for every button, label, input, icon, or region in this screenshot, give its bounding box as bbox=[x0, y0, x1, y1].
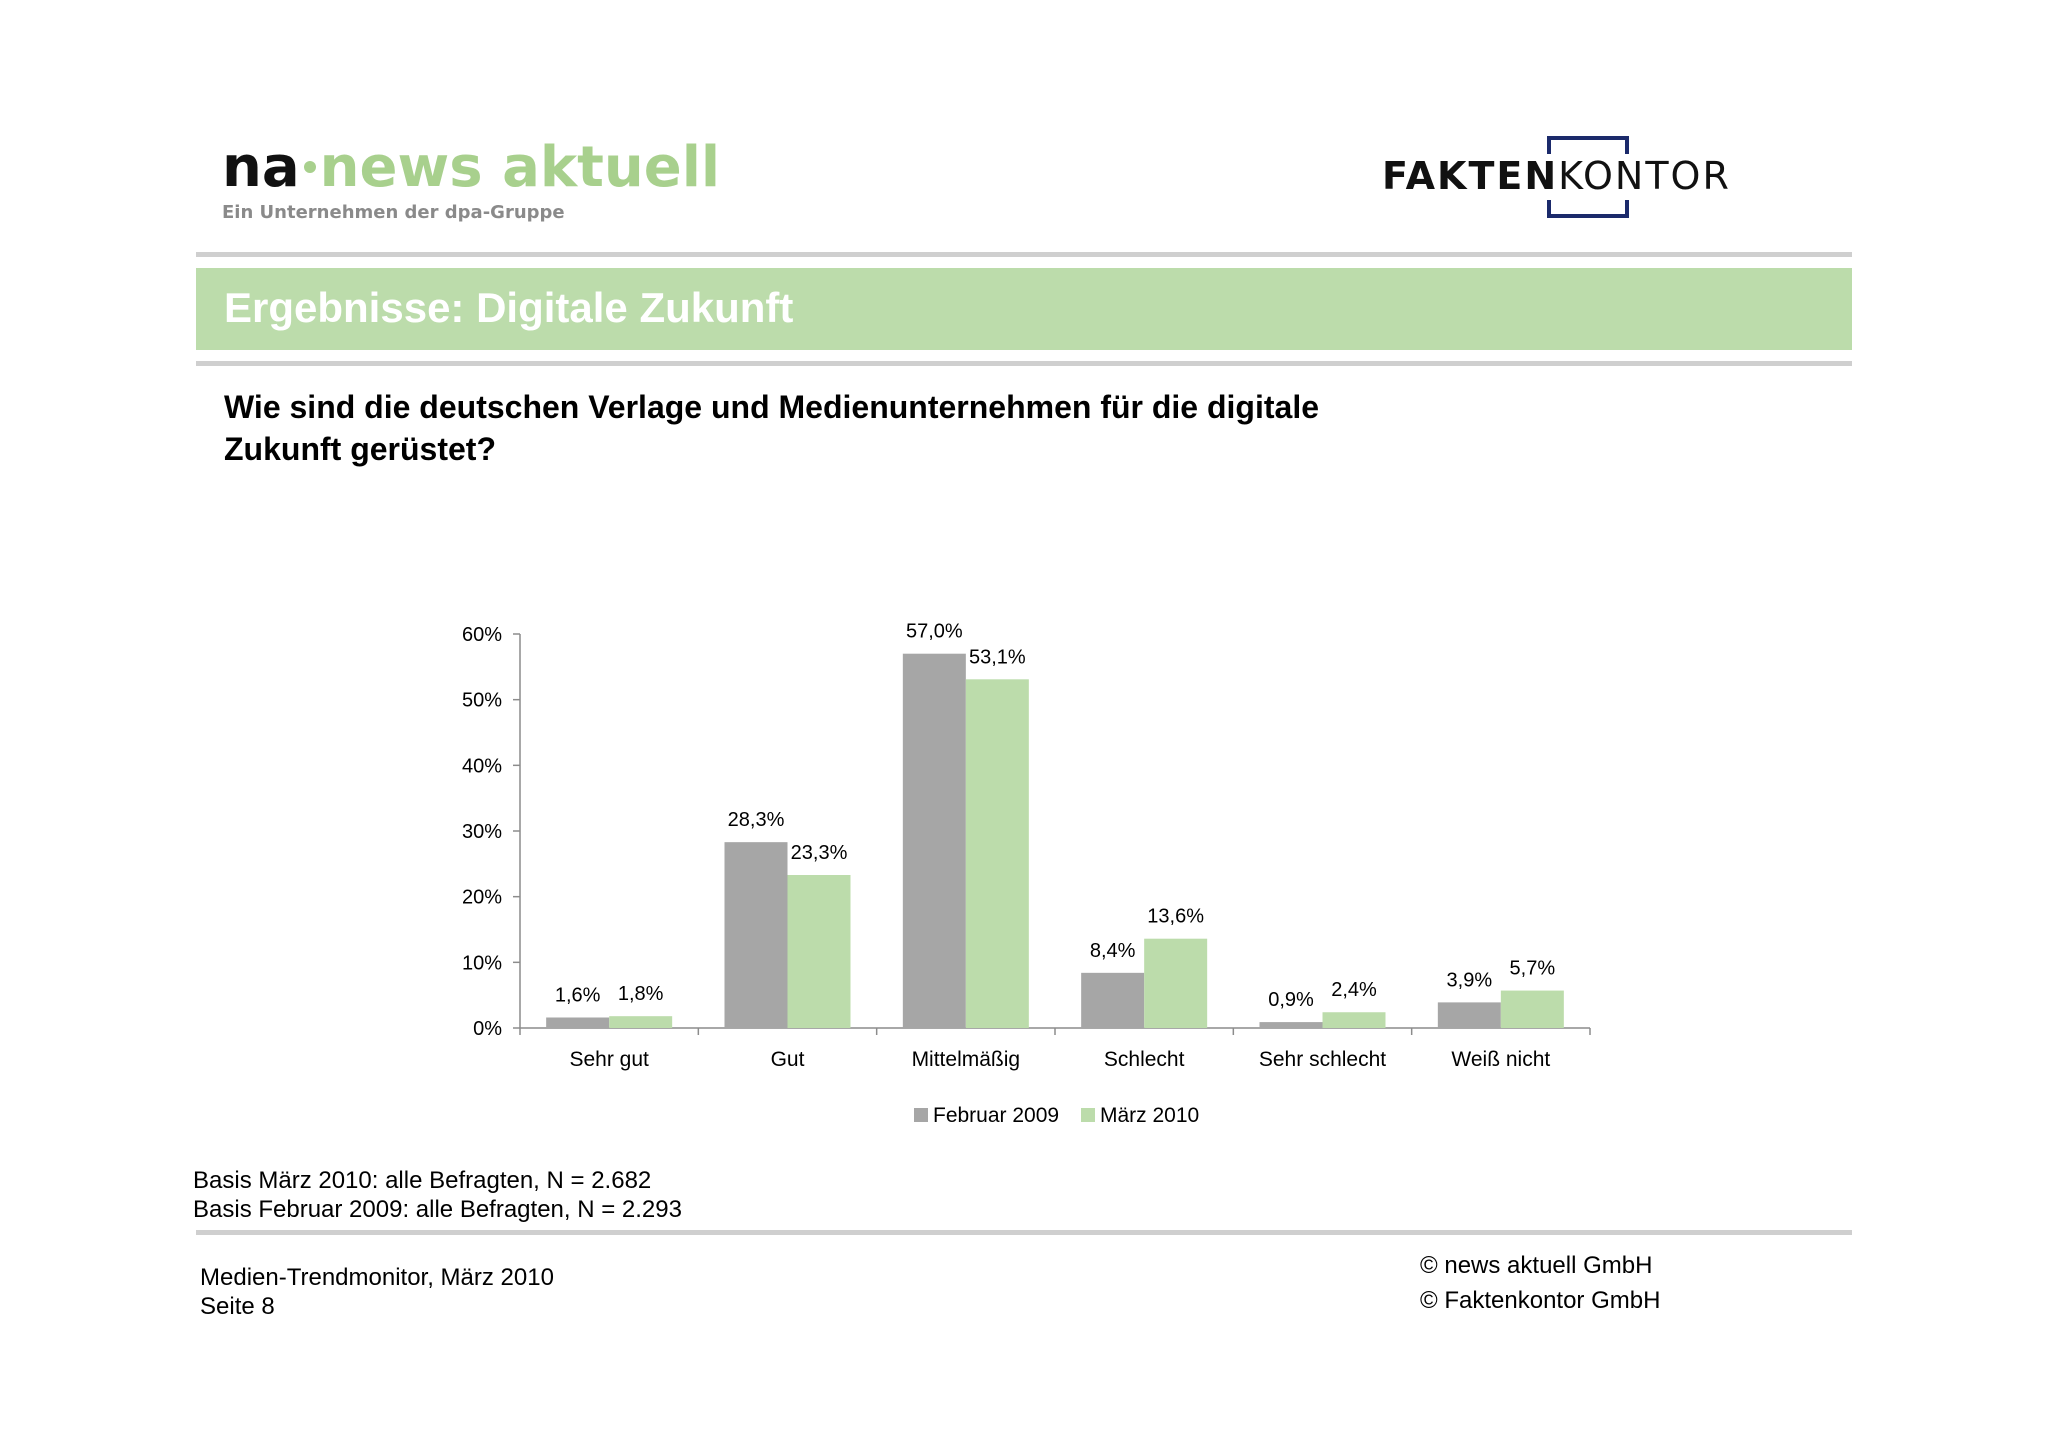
data-label: 1,6% bbox=[555, 984, 601, 1006]
news-aktuell-logo: na news aktuell Ein Unternehmen der dpa-G… bbox=[222, 138, 720, 224]
y-tick-label: 50% bbox=[462, 690, 502, 712]
basis-note-2010: Basis März 2010: alle Befragten, N = 2.6… bbox=[193, 1167, 652, 1194]
bar-chart: 0% 10% 20% 30% 40% 50% 60% 1,6% 1,8% Sehr gut 28,3… bbox=[462, 621, 1591, 1127]
category-label: Weiß nicht bbox=[1451, 1048, 1550, 1071]
bar bbox=[787, 874, 851, 1028]
news-aktuell-tagline: Ein Unternehmen der dpa-Gruppe bbox=[222, 202, 565, 223]
bar bbox=[546, 1017, 610, 1028]
data-label: 1,8% bbox=[618, 983, 664, 1005]
category-label: Sehr gut bbox=[569, 1048, 649, 1071]
survey-question: Wie sind die deutschen Verlage und Medie… bbox=[224, 386, 1524, 470]
logo-dot-icon bbox=[303, 160, 316, 173]
faktenkontor-wordmark-bold: FAKTEN bbox=[1382, 154, 1559, 198]
top-divider bbox=[196, 252, 1852, 257]
category-label: Mittelmäßig bbox=[912, 1048, 1021, 1071]
bar bbox=[1322, 1012, 1386, 1028]
category-label: Schlecht bbox=[1104, 1048, 1185, 1071]
na-mark: na bbox=[222, 135, 300, 200]
data-label: 53,1% bbox=[969, 646, 1026, 668]
footer-divider bbox=[196, 1230, 1852, 1235]
data-label: 5,7% bbox=[1510, 958, 1556, 980]
bar bbox=[1081, 972, 1145, 1028]
y-tick-label: 0% bbox=[473, 1018, 502, 1040]
category-label: Gut bbox=[771, 1048, 805, 1071]
bar bbox=[902, 653, 966, 1028]
news-aktuell-wordmark: na news aktuell bbox=[222, 138, 720, 198]
bar bbox=[724, 842, 788, 1028]
y-tick-label: 30% bbox=[462, 821, 502, 843]
footer-source: Medien-Trendmonitor, März 2010 bbox=[200, 1264, 554, 1291]
title-divider bbox=[196, 361, 1852, 366]
legend-swatch bbox=[914, 1108, 928, 1122]
question-line-1: Wie sind die deutschen Verlage und Medie… bbox=[224, 389, 1319, 425]
footer-copyright-faktenkontor: © Faktenkontor GmbH bbox=[1420, 1287, 1661, 1314]
data-label: 23,3% bbox=[791, 842, 848, 864]
footer-copyright-news-aktuell: © news aktuell GmbH bbox=[1420, 1252, 1653, 1279]
slide-title: Ergebnisse: Digitale Zukunft bbox=[224, 284, 794, 331]
faktenkontor-wordmark: FAKTENKONTOR bbox=[1382, 154, 1731, 198]
title-banner: Ergebnisse: Digitale Zukunft bbox=[196, 268, 1852, 350]
data-label: 57,0% bbox=[906, 621, 963, 643]
y-tick-label: 60% bbox=[462, 624, 502, 646]
news-aktuell-name: news aktuell bbox=[319, 135, 721, 200]
legend-label: März 2010 bbox=[1100, 1104, 1199, 1127]
legend-label: Februar 2009 bbox=[933, 1104, 1059, 1127]
data-label: 2,4% bbox=[1331, 979, 1377, 1001]
faktenkontor-logo: FAKTENKONTOR bbox=[1382, 132, 1792, 222]
basis-note-2009: Basis Februar 2009: alle Befragten, N = … bbox=[193, 1196, 682, 1223]
legend-swatch bbox=[1081, 1108, 1095, 1122]
question-line-2: Zukunft gerüstet? bbox=[224, 431, 496, 467]
data-label: 13,6% bbox=[1147, 906, 1204, 928]
footer-page-number: Seite 8 bbox=[200, 1293, 275, 1320]
bar bbox=[965, 679, 1029, 1028]
data-label: 3,9% bbox=[1447, 969, 1493, 991]
y-tick-label: 10% bbox=[462, 952, 502, 974]
data-label: 8,4% bbox=[1090, 940, 1136, 962]
faktenkontor-bracket-icon bbox=[1547, 136, 1629, 218]
category-label: Sehr schlecht bbox=[1259, 1048, 1386, 1071]
y-tick-label: 20% bbox=[462, 887, 502, 909]
data-label: 0,9% bbox=[1268, 989, 1314, 1011]
data-label: 28,3% bbox=[728, 809, 785, 831]
bar bbox=[1437, 1002, 1501, 1028]
faktenkontor-wordmark-light: KONTOR bbox=[1558, 154, 1731, 198]
bar bbox=[1500, 990, 1564, 1028]
y-tick-label: 40% bbox=[462, 755, 502, 777]
bar bbox=[609, 1016, 673, 1028]
bar bbox=[1259, 1022, 1323, 1028]
bar bbox=[1144, 938, 1208, 1028]
